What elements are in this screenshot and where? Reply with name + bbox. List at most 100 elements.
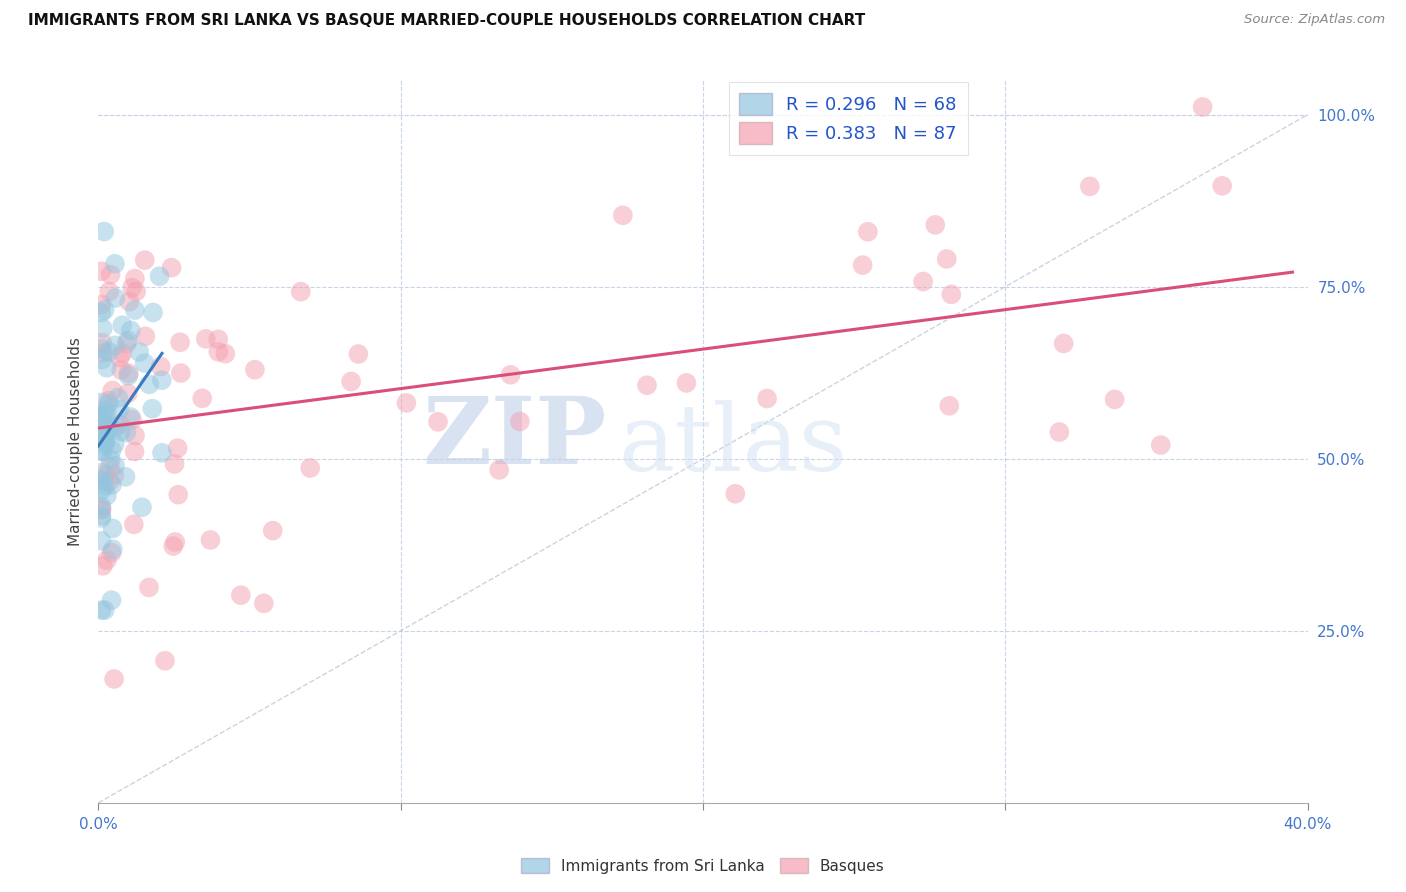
Point [93, 437, 115, 451]
Point [347, 347, 370, 361]
Point [90, 395, 112, 409]
Point [134, 253, 156, 268]
Point [90, 473, 112, 487]
Point [91, 321, 114, 335]
Point [124, 271, 146, 285]
Point [90, 342, 112, 356]
Legend: R = 0.296   N = 68, R = 0.383   N = 87: R = 0.296 N = 68, R = 0.383 N = 87 [728, 82, 967, 155]
Point [98, 419, 121, 434]
Point [90, 466, 112, 480]
Point [104, 257, 127, 271]
Point [90, 411, 112, 425]
Point [104, 338, 127, 352]
Point [169, 335, 191, 350]
Point [138, 377, 160, 392]
Point [724, 487, 747, 501]
Point [150, 446, 173, 460]
Point [118, 366, 141, 380]
Point [98, 285, 121, 299]
Point [924, 218, 946, 232]
Point [98, 475, 121, 489]
Point [100, 443, 122, 458]
Point [91, 346, 114, 360]
Point [103, 672, 125, 686]
Point [1191, 100, 1213, 114]
Point [121, 280, 143, 294]
Point [148, 269, 170, 284]
Point [141, 401, 163, 416]
Point [131, 500, 153, 515]
Point [93, 603, 115, 617]
Point [262, 524, 284, 538]
Point [90, 502, 112, 516]
Point [124, 428, 146, 442]
Point [243, 362, 266, 376]
Point [96, 553, 118, 567]
Point [90, 603, 112, 617]
Point [118, 294, 141, 309]
Point [1104, 392, 1126, 407]
Point [101, 478, 124, 492]
Point [395, 396, 418, 410]
Point [1078, 179, 1101, 194]
Point [115, 425, 138, 440]
Point [103, 468, 125, 483]
Point [124, 303, 146, 318]
Point [134, 356, 156, 370]
Point [96, 425, 118, 439]
Point [111, 318, 134, 333]
Point [149, 359, 172, 374]
Point [163, 457, 186, 471]
Point [108, 351, 131, 365]
Point [207, 344, 229, 359]
Point [114, 470, 136, 484]
Point [122, 517, 145, 532]
Point [96, 360, 118, 375]
Point [636, 378, 658, 392]
Point [90, 502, 112, 516]
Point [100, 452, 122, 467]
Point [488, 463, 510, 477]
Point [938, 399, 960, 413]
Point [90, 500, 112, 514]
Point [94, 435, 117, 450]
Point [194, 332, 217, 346]
Point [91, 444, 114, 458]
Text: Source: ZipAtlas.com: Source: ZipAtlas.com [1244, 13, 1385, 27]
Point [98, 459, 121, 474]
Point [104, 420, 127, 434]
Point [117, 334, 139, 348]
Point [115, 336, 138, 351]
Point [120, 409, 142, 424]
Point [97, 397, 120, 411]
Point [97, 393, 120, 408]
Point [214, 347, 236, 361]
Point [90, 297, 112, 311]
Point [941, 287, 963, 301]
Point [200, 533, 222, 547]
Point [91, 352, 114, 367]
Point [104, 458, 127, 473]
Point [852, 258, 875, 272]
Point [91, 411, 114, 425]
Point [94, 467, 117, 482]
Point [101, 521, 124, 535]
Point [96, 406, 118, 420]
Point [93, 410, 115, 425]
Point [229, 588, 252, 602]
Point [125, 285, 148, 299]
Point [153, 654, 176, 668]
Point [612, 208, 634, 222]
Point [91, 558, 114, 573]
Point [94, 402, 117, 417]
Point [191, 392, 214, 406]
Point [299, 461, 322, 475]
Point [253, 596, 276, 610]
Point [499, 368, 522, 382]
Point [90, 508, 112, 523]
Point [108, 417, 131, 432]
Point [207, 332, 229, 346]
Point [91, 335, 114, 350]
Point [90, 305, 112, 319]
Point [100, 593, 122, 607]
